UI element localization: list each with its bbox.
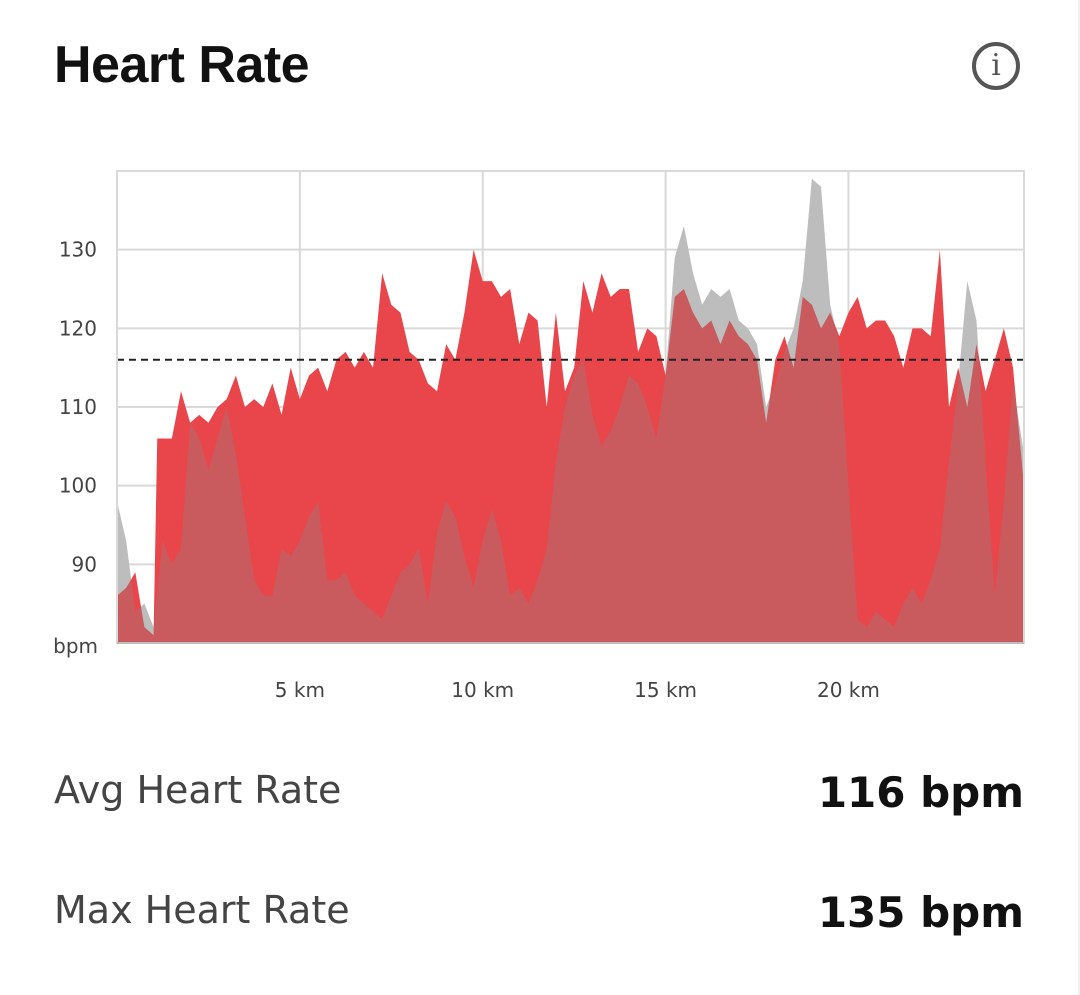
- heart-rate-chart: 90 100 110 120 130 bpm 5 km 10 km 15 km 20 km: [0, 150, 1080, 710]
- avg-heart-rate-value: 116 bpm: [817, 768, 1024, 817]
- page-title: Heart Rate: [54, 36, 310, 94]
- max-heart-rate-label: Max Heart Rate: [54, 888, 350, 932]
- y-tick-labels: 90 100 110 120 130 bpm: [53, 238, 98, 658]
- right-edge-divider: [1078, 0, 1080, 995]
- y-tick-label: 90: [72, 552, 97, 576]
- x-tick-label: 10 km: [451, 678, 514, 702]
- series-area-grey-overlay: [117, 178, 1024, 643]
- y-tick-label: 110: [59, 395, 97, 419]
- max-heart-rate-value: 135 bpm: [817, 888, 1024, 937]
- x-tick-label: 15 km: [634, 678, 697, 702]
- x-tick-labels: 5 km 10 km 15 km 20 km: [275, 678, 880, 702]
- x-tick-label: 20 km: [817, 678, 880, 702]
- info-icon: i: [991, 48, 1001, 83]
- plot-frame: [116, 170, 1025, 644]
- y-tick-label: 100: [59, 474, 97, 498]
- y-tick-label: 130: [59, 238, 97, 262]
- series-area-red: [117, 249, 1024, 643]
- y-tick-label: 120: [59, 316, 97, 340]
- info-button[interactable]: i: [972, 42, 1020, 90]
- chart-svg: 90 100 110 120 130 bpm 5 km 10 km 15 km 20 km: [53, 170, 1025, 702]
- series-areas: [117, 178, 1024, 643]
- x-tick-label: 5 km: [275, 678, 325, 702]
- y-axis-unit-label: bpm: [53, 634, 98, 658]
- avg-heart-rate-label: Avg Heart Rate: [54, 768, 342, 812]
